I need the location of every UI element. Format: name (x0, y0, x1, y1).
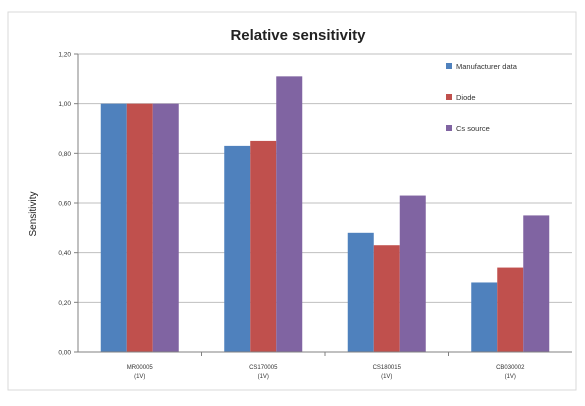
chart-title: Relative sensitivity (230, 27, 366, 44)
y-tick-label: 1,00 (58, 101, 71, 108)
x-category-sublabel: (1V) (134, 374, 145, 380)
y-tick-label: 1,20 (58, 52, 71, 59)
y-tick-label: 0,60 (58, 201, 71, 208)
x-category-label: CB030002 (496, 365, 525, 371)
x-category-sublabel: (1V) (505, 374, 516, 380)
legend-label: Manufacturer data (456, 62, 518, 71)
bar-1-2 (224, 145, 251, 352)
y-tick-label: 0,40 (58, 250, 71, 257)
legend-swatch (446, 63, 452, 69)
bar-1-4 (471, 282, 498, 352)
x-category-label: MR00005 (127, 365, 154, 371)
x-category-sublabel: (1V) (258, 374, 269, 380)
bar-2-2 (250, 140, 277, 352)
bar-3-2 (276, 76, 303, 352)
legend-swatch (446, 94, 452, 100)
bar-2-1 (126, 103, 153, 353)
bar-2-3 (373, 245, 400, 352)
legend-label: Cs source (456, 124, 490, 133)
bar-3-3 (399, 195, 426, 352)
x-category-label: CS180015 (373, 365, 402, 371)
bars (100, 76, 550, 353)
y-tick-label: 0,00 (58, 350, 71, 357)
y-tick-label: 0,20 (58, 300, 71, 307)
bar-3-1 (152, 103, 179, 353)
legend-swatch (446, 125, 452, 131)
y-tick-label: 0,80 (58, 151, 71, 158)
bar-1-1 (100, 103, 127, 353)
axes: 0,00 0,20 0,40 0,60 0,80 1,00 1,20 MR00005 (1V) C… (58, 52, 572, 380)
bar-2-4 (497, 267, 524, 352)
legend: Manufacturer data Diode Cs source (446, 62, 518, 133)
x-category-label: CS170005 (249, 365, 278, 371)
legend-label: Diode (456, 93, 476, 102)
chart-border (7, 11, 577, 391)
bar-1-3 (347, 232, 374, 352)
x-category-sublabel: (1V) (381, 374, 392, 380)
bar-3-4 (523, 215, 550, 352)
y-axis-label: Sensitivity (28, 191, 39, 236)
